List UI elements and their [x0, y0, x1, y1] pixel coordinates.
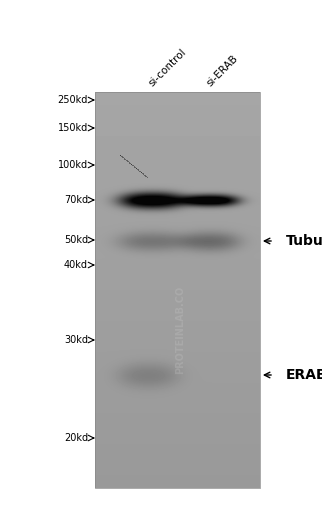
- Text: si-control: si-control: [147, 47, 188, 88]
- Text: ERAB: ERAB: [286, 368, 322, 382]
- Text: PROTEINLAB.CO: PROTEINLAB.CO: [175, 286, 185, 374]
- Text: 30kd: 30kd: [64, 335, 88, 345]
- Text: 20kd: 20kd: [64, 433, 88, 443]
- Text: 40kd: 40kd: [64, 260, 88, 270]
- Text: 100kd: 100kd: [58, 160, 88, 170]
- Text: si-ERAB: si-ERAB: [205, 53, 240, 88]
- Text: 150kd: 150kd: [58, 123, 88, 133]
- Bar: [95, 92, 260, 488]
- Text: Tubulin: Tubulin: [286, 234, 322, 248]
- Text: 50kd: 50kd: [64, 235, 88, 245]
- Text: 70kd: 70kd: [64, 195, 88, 205]
- Text: 250kd: 250kd: [58, 95, 88, 105]
